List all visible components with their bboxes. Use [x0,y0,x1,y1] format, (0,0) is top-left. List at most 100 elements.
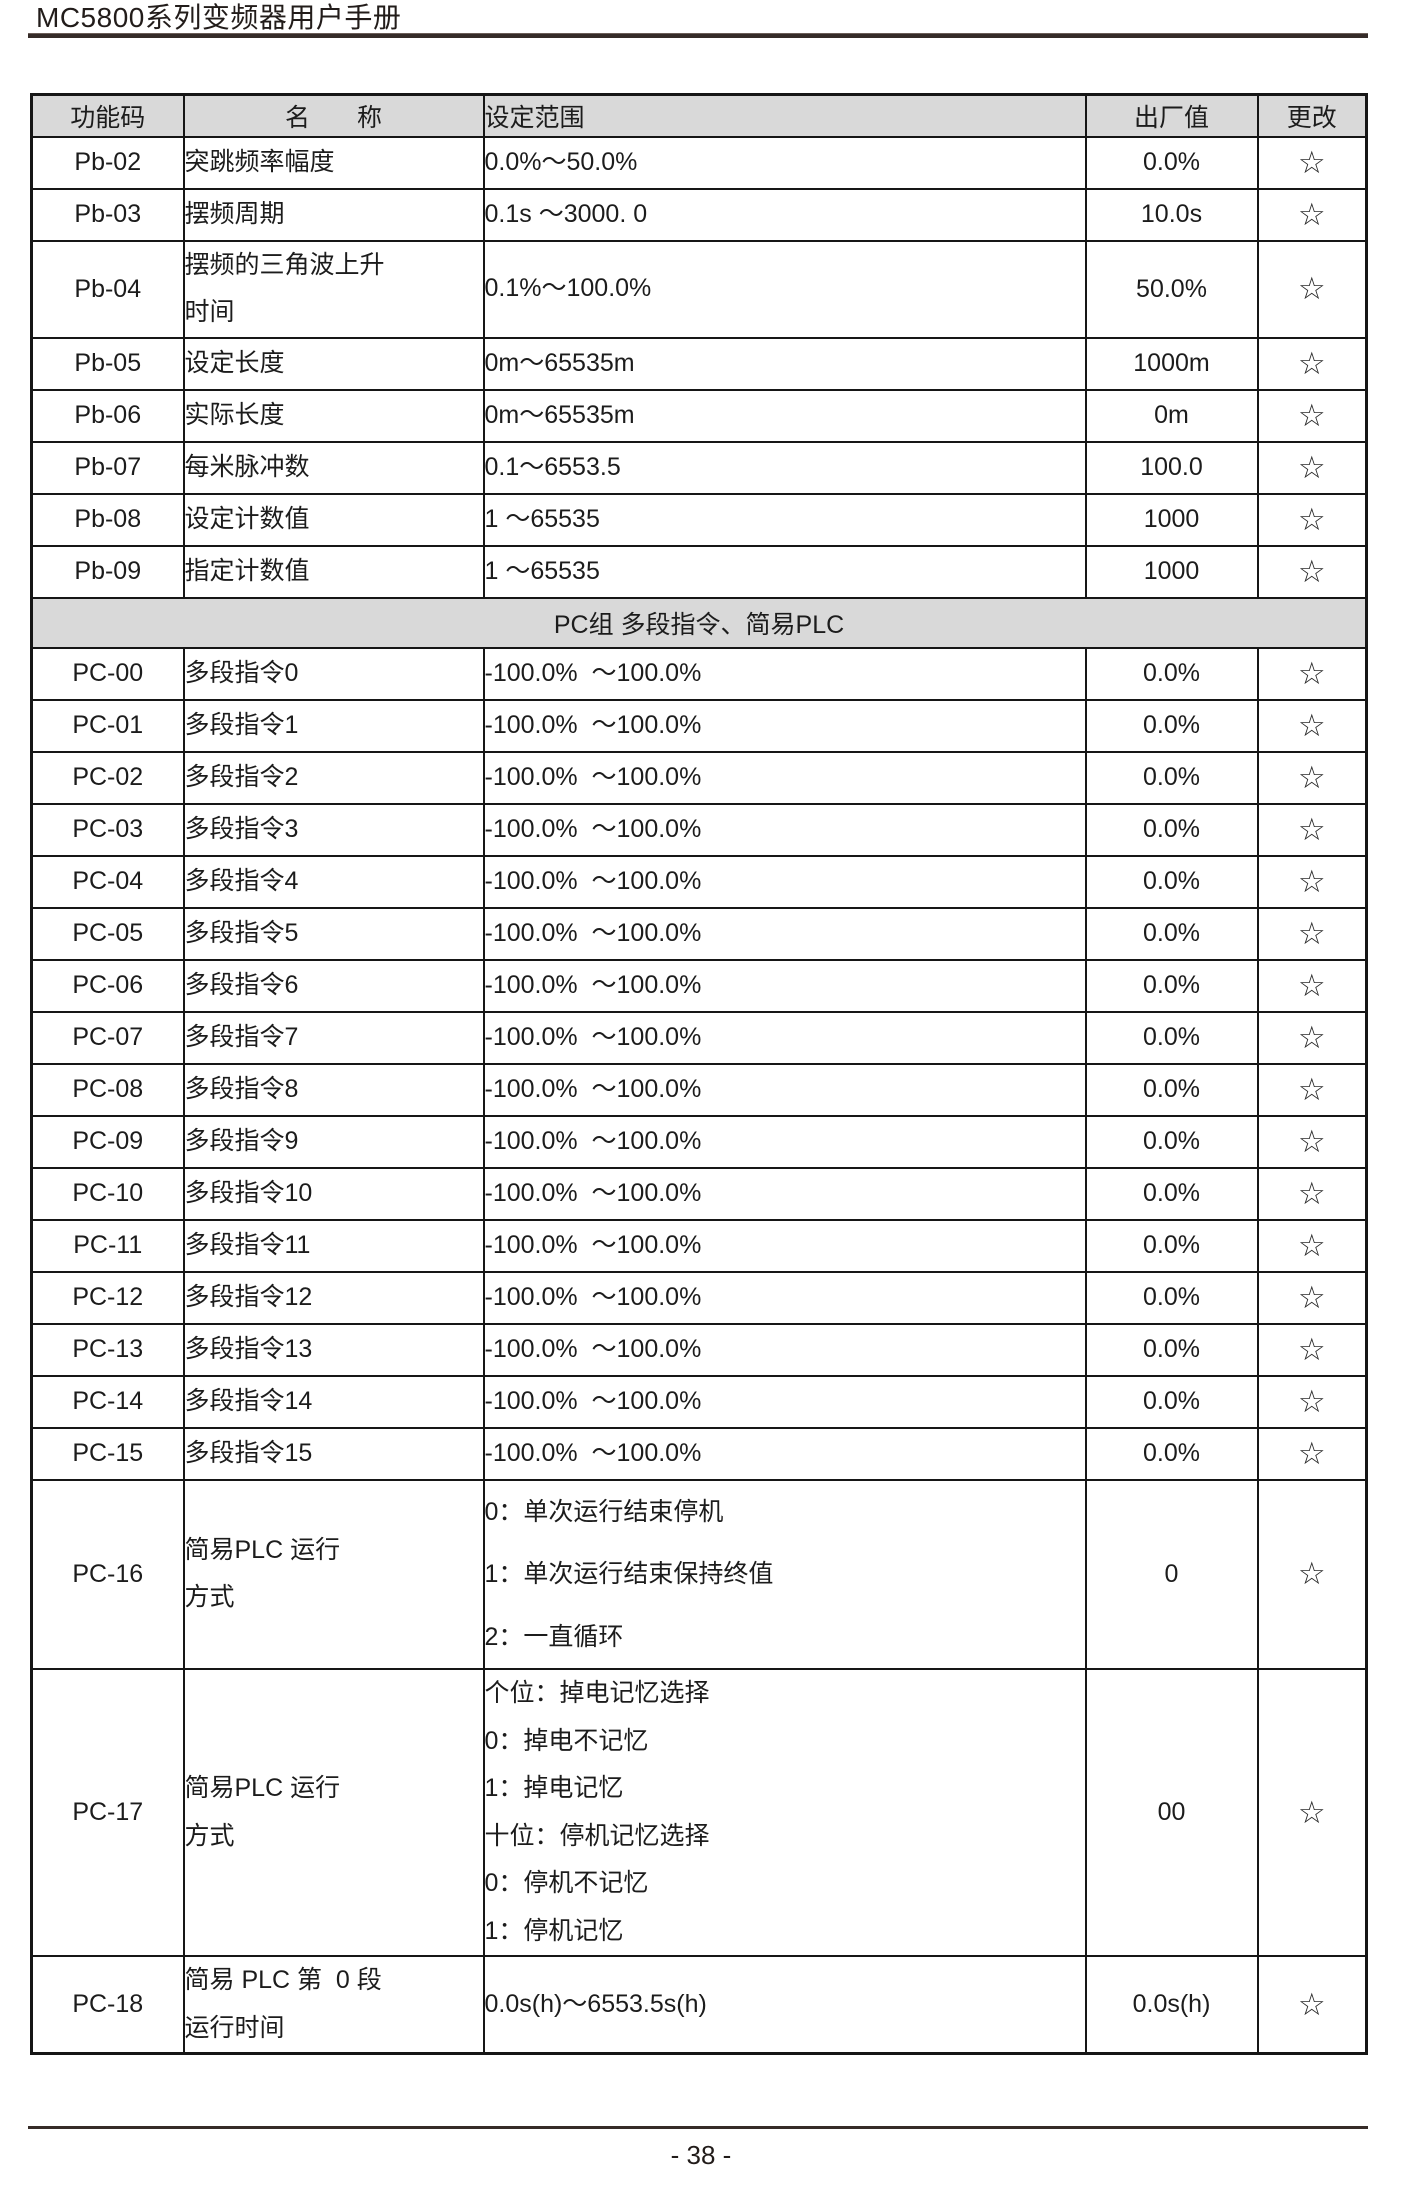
change-star-icon: ☆ [1256,1166,1368,1221]
cell-default: 1000m [1084,336,1259,391]
change-star-icon: ☆ [1256,958,1368,1013]
cell-name: 多段指令12 [182,1270,485,1325]
cell-default: 0 [1084,1478,1259,1670]
change-star-icon: ☆ [1256,336,1368,391]
cell-range: -100.0% ～100.0% [482,1218,1087,1273]
cell-name: 多段指令3 [182,802,485,857]
cell-name: 设定长度 [182,336,485,391]
table-row: PC-13 多段指令13 -100.0% ～100.0% 0.0% ☆ [30,1322,1368,1377]
cell-default: 00 [1084,1668,1259,1957]
cell-name: 突跳频率幅度 [182,135,485,190]
cell-code: Pb-09 [30,544,185,599]
cell-range: -100.0% ～100.0% [482,1114,1087,1169]
change-star-icon: ☆ [1256,802,1368,857]
cell-range: -100.0% ～100.0% [482,1166,1087,1221]
cell-range: -100.0% ～100.0% [482,750,1087,805]
cell-name: 多段指令13 [182,1322,485,1377]
cell-code: PC-03 [30,802,185,857]
cell-default: 0.0% [1084,854,1259,909]
cell-code: PC-07 [30,1010,185,1065]
change-star-icon: ☆ [1256,1114,1368,1169]
footer-rule [28,2126,1368,2129]
cell-default: 50.0% [1084,239,1259,339]
cell-range: -100.0% ～100.0% [482,1270,1087,1325]
cell-name: 多段指令2 [182,750,485,805]
cell-default: 0.0% [1084,958,1259,1013]
cell-name: 多段指令1 [182,698,485,753]
cell-name: 多段指令5 [182,906,485,961]
cell-name: 指定计数值 [182,544,485,599]
cell-code: PC-11 [30,1218,185,1273]
table-row: PC-10 多段指令10 -100.0% ～100.0% 0.0% ☆ [30,1166,1368,1221]
cell-name: 多段指令11 [182,1218,485,1273]
cell-range: 0m～65535m [482,336,1087,391]
cell-code: PC-04 [30,854,185,909]
header-rule [28,33,1368,38]
cell-name: 设定计数值 [182,492,485,547]
cell-default: 0.0% [1084,1426,1259,1481]
header-row: 功能码 名 称 设定范围 出厂值 更改 [30,93,1368,138]
cell-name: 多段指令4 [182,854,485,909]
column-header-code: 功能码 [30,93,185,138]
table-row: PC-18 简易 PLC 第 0 段 运行时间 0.0s(h)～6553.5s(h)… [30,1955,1368,2055]
cell-default: 0.0% [1084,1062,1259,1117]
cell-name: 每米脉冲数 [182,440,485,495]
table-row: PC-07 多段指令7 -100.0% ～100.0% 0.0% ☆ [30,1010,1368,1065]
cell-code: Pb-08 [30,492,185,547]
cell-default: 0.0% [1084,646,1259,701]
cell-default: 0.0% [1084,1010,1259,1065]
cell-range: -100.0% ～100.0% [482,1322,1087,1377]
cell-range: -100.0% ～100.0% [482,698,1087,753]
table-row: PC-15 多段指令15 -100.0% ～100.0% 0.0% ☆ [30,1426,1368,1481]
table-row: Pb-06 实际长度 0m～65535m 0m ☆ [30,388,1368,443]
table-row: PC-11 多段指令11 -100.0% ～100.0% 0.0% ☆ [30,1218,1368,1273]
change-star-icon: ☆ [1256,544,1368,599]
cell-range: -100.0% ～100.0% [482,854,1087,909]
cell-default: 0.0% [1084,906,1259,961]
cell-code: PC-14 [30,1374,185,1429]
cell-default: 0.0% [1084,135,1259,190]
cell-range: -100.0% ～100.0% [482,906,1087,961]
change-star-icon: ☆ [1256,1426,1368,1481]
cell-code: PC-17 [30,1668,185,1957]
cell-range: -100.0% ～100.0% [482,1374,1087,1429]
cell-default: 0.0% [1084,1166,1259,1221]
cell-code: Pb-03 [30,187,185,242]
column-header-change: 更改 [1256,93,1368,138]
page-title: MC5800系列变频器用户手册 [36,2,402,33]
cell-range: -100.0% ～100.0% [482,1426,1087,1481]
cell-default: 1000 [1084,544,1259,599]
section-row: PC组 多段指令、简易PLC [30,596,1368,649]
cell-range: 0.1%～100.0% [482,239,1087,339]
cell-default: 0.0% [1084,1374,1259,1429]
column-header-default: 出厂值 [1084,93,1259,138]
change-star-icon: ☆ [1256,1955,1368,2055]
cell-name: 多段指令7 [182,1010,485,1065]
cell-code: PC-08 [30,1062,185,1117]
table-row: Pb-05 设定长度 0m～65535m 1000m ☆ [30,336,1368,391]
cell-code: PC-10 [30,1166,185,1221]
cell-code: PC-00 [30,646,185,701]
change-star-icon: ☆ [1256,1668,1368,1957]
table-row: PC-01 多段指令1 -100.0% ～100.0% 0.0% ☆ [30,698,1368,753]
change-star-icon: ☆ [1256,239,1368,339]
cell-default: 0.0s(h) [1084,1955,1259,2055]
table-body: Pb-02 突跳频率幅度 0.0%～50.0% 0.0% ☆ Pb-03 摆频周期 0.1s … [30,135,1368,2055]
table-row: PC-08 多段指令8 -100.0% ～100.0% 0.0% ☆ [30,1062,1368,1117]
cell-code: PC-18 [30,1955,185,2055]
cell-default: 100.0 [1084,440,1259,495]
table-row: PC-16 简易PLC 运行 方式 0：单次运行结束停机 1：单次运行结束保持终值 … [30,1478,1368,1670]
table-header: 功能码 名 称 设定范围 出厂值 更改 [30,93,1368,138]
cell-code: PC-12 [30,1270,185,1325]
cell-code: PC-01 [30,698,185,753]
cell-range: 0m～65535m [482,388,1087,443]
table-row: PC-17 简易PLC 运行 方式 个位：掉电记忆选择 0：掉电不记忆 1：掉电记忆… [30,1668,1368,1957]
change-star-icon: ☆ [1256,854,1368,909]
table-row: PC-06 多段指令6 -100.0% ～100.0% 0.0% ☆ [30,958,1368,1013]
change-star-icon: ☆ [1256,388,1368,443]
cell-name: 多段指令8 [182,1062,485,1117]
table-row: Pb-08 设定计数值 1 ～65535 1000 ☆ [30,492,1368,547]
cell-range: 1 ～65535 [482,544,1087,599]
table-row: PC-04 多段指令4 -100.0% ～100.0% 0.0% ☆ [30,854,1368,909]
column-header-name: 名 称 [182,93,485,138]
